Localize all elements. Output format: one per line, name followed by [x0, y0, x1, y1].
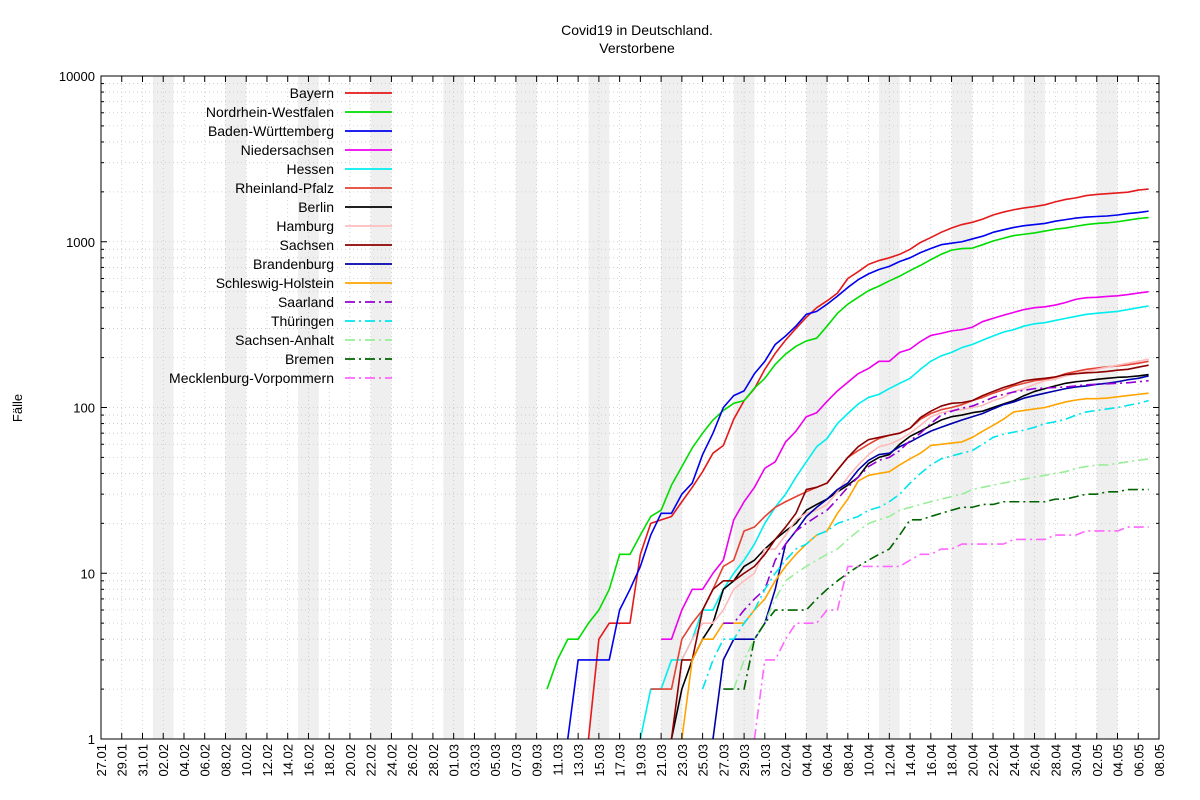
series-line	[670, 373, 1149, 740]
x-tick-label: 09.03	[530, 744, 545, 777]
chart-subtitle: Verstorbene	[599, 40, 675, 56]
x-tick-label: 30.04	[1069, 744, 1084, 777]
y-tick-label: 1000	[66, 235, 95, 250]
x-tick-label: 03.03	[467, 744, 482, 777]
x-tick-label: 16.02	[301, 744, 316, 777]
y-tick-label: 10000	[59, 69, 95, 84]
x-tick-label: 02.02	[156, 744, 171, 777]
x-tick-label: 22.02	[364, 744, 379, 777]
x-tick-label: 04.05	[1111, 744, 1126, 777]
x-tick-label: 12.02	[260, 744, 275, 777]
x-tick-label: 17.03	[613, 744, 628, 777]
x-tick-label: 24.02	[384, 744, 399, 777]
legend-label: Bayern	[290, 85, 334, 101]
chart-title: Covid19 in Deutschland.	[561, 22, 713, 38]
x-tick-label: 18.02	[322, 744, 337, 777]
legend-label: Saarland	[278, 294, 334, 310]
x-tick-label: 14.04	[903, 744, 918, 777]
x-tick-label: 02.05	[1090, 744, 1105, 777]
y-axis-label: Fälle	[10, 394, 25, 422]
x-tick-label: 26.04	[1028, 744, 1043, 777]
series-line	[723, 379, 1149, 624]
x-tick-label: 28.02	[426, 744, 441, 777]
legend-label: Schleswig-Holstein	[216, 275, 334, 291]
legend-label: Nordrhein-Westfalen	[206, 104, 334, 120]
series-line	[753, 526, 1149, 740]
x-tick-label: 08.05	[1152, 744, 1167, 777]
series-line	[546, 216, 1149, 690]
legend-label: Berlin	[298, 199, 334, 215]
series-line	[732, 458, 1149, 690]
x-tick-label: 27.03	[716, 744, 731, 777]
series-line	[566, 210, 1149, 740]
series-lines	[546, 188, 1149, 740]
legend-label: Mecklenburg-Vorpommern	[169, 370, 334, 386]
legend-label: Sachsen-Anhalt	[235, 332, 334, 348]
x-tick-label: 27.01	[94, 744, 109, 777]
series-line	[701, 399, 1149, 690]
x-tick-label: 25.03	[696, 744, 711, 777]
x-tick-label: 24.04	[1007, 744, 1022, 777]
legend-label: Bremen	[285, 351, 334, 367]
x-tick-label: 12.04	[882, 744, 897, 777]
x-tick-label: 26.02	[405, 744, 420, 777]
x-tick-label: 11.03	[550, 744, 565, 776]
x-tick-label: 04.04	[799, 744, 814, 777]
x-tick-label: 28.04	[1048, 744, 1063, 777]
x-tick-label: 13.03	[571, 744, 586, 777]
x-tick-label: 29.03	[737, 744, 752, 777]
x-tick-label: 23.03	[675, 744, 690, 777]
legend: Bayern Nordrhein-Westfalen Baden-Württembe…	[169, 85, 392, 386]
series-line	[639, 305, 1149, 740]
weekend-band	[661, 76, 682, 739]
x-tick-label: 02.04	[779, 744, 794, 777]
x-tick-label: 04.02	[177, 744, 192, 777]
legend-label: Thüringen	[271, 313, 334, 329]
x-tick-label: 10.04	[862, 744, 877, 777]
series-line	[661, 290, 1149, 641]
x-tick-label: 01.03	[447, 744, 462, 777]
x-tick-label: 31.01	[135, 744, 150, 777]
x-tick-label: 06.02	[198, 744, 213, 777]
legend-label: Sachsen	[280, 237, 334, 253]
axes: 1 10 100 1000 10000 27.01 29.01 31.01 02.02 04.02…	[59, 69, 1167, 777]
x-tick-label: 07.03	[509, 744, 524, 777]
x-tick-label: 15.03	[592, 744, 607, 777]
x-tick-label: 05.03	[488, 744, 503, 777]
x-tick-label: 06.05	[1131, 744, 1146, 777]
x-tick-label: 08.02	[218, 744, 233, 777]
x-tick-label: 14.02	[281, 744, 296, 777]
x-tick-label: 20.02	[343, 744, 358, 777]
legend-label: Hessen	[287, 161, 334, 177]
series-line	[670, 364, 1149, 740]
legend-label: Baden-Württemberg	[208, 123, 334, 139]
legend-label: Brandenburg	[253, 256, 334, 272]
y-tick-label: 10	[81, 566, 95, 581]
y-tick-label: 100	[73, 401, 95, 416]
x-tick-label: 16.04	[924, 744, 939, 777]
x-tick-label: 19.03	[633, 744, 648, 777]
x-tick-label: 21.03	[654, 744, 669, 777]
y-tick-label: 1	[88, 732, 95, 747]
weekend-band	[1096, 76, 1118, 739]
x-tick-label: 22.04	[986, 744, 1001, 777]
x-tick-label: 08.04	[841, 744, 856, 777]
weekend-band	[152, 76, 174, 739]
x-tick-label: 18.04	[945, 744, 960, 777]
legend-label: Hamburg	[276, 218, 334, 234]
weekend-band	[225, 76, 247, 739]
x-tick-label: 31.03	[758, 744, 773, 777]
x-tick-label: 10.02	[239, 744, 254, 777]
x-tick-label: 06.04	[820, 744, 835, 777]
grid	[100, 76, 1160, 739]
x-tick-label: 29.01	[115, 744, 130, 777]
legend-label: Rheinland-Pfalz	[235, 180, 334, 196]
x-tick-label: 20.04	[965, 744, 980, 777]
series-line	[587, 188, 1149, 740]
legend-label: Niedersachsen	[241, 142, 334, 158]
series-line	[723, 488, 1149, 690]
series-line	[681, 392, 1149, 740]
